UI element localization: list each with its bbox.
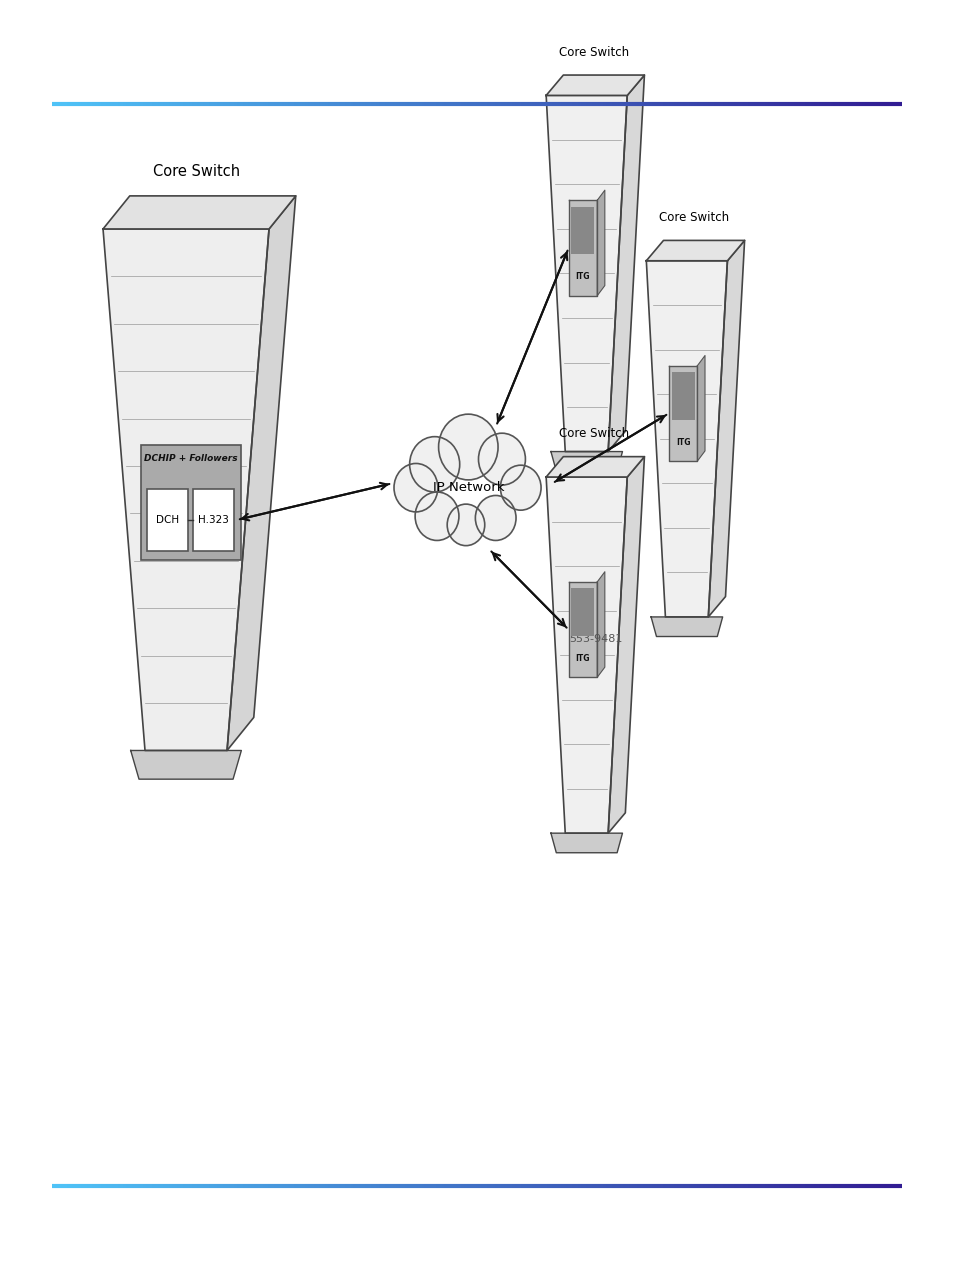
Ellipse shape (447, 504, 484, 546)
Text: ITG: ITG (675, 438, 690, 446)
Polygon shape (646, 240, 743, 261)
Polygon shape (103, 196, 295, 229)
Text: Core Switch: Core Switch (558, 46, 628, 59)
Polygon shape (141, 445, 240, 560)
Polygon shape (597, 190, 604, 295)
Text: ITG: ITG (575, 272, 590, 281)
Polygon shape (707, 240, 743, 617)
Polygon shape (668, 365, 697, 460)
Text: ITG: ITG (575, 654, 590, 663)
Text: IP Network: IP Network (432, 481, 503, 495)
Text: H.323: H.323 (198, 515, 229, 525)
Polygon shape (551, 452, 621, 471)
FancyBboxPatch shape (193, 488, 233, 551)
Text: DCHIP + Followers: DCHIP + Followers (144, 454, 237, 463)
Ellipse shape (415, 492, 458, 541)
Polygon shape (227, 196, 295, 750)
Polygon shape (545, 95, 626, 452)
Polygon shape (597, 572, 604, 677)
Polygon shape (551, 833, 621, 852)
Polygon shape (571, 206, 594, 254)
Text: Core Switch: Core Switch (153, 164, 240, 179)
Polygon shape (697, 355, 704, 460)
Ellipse shape (478, 434, 525, 485)
Ellipse shape (475, 496, 516, 541)
Polygon shape (545, 457, 644, 477)
Ellipse shape (438, 415, 497, 480)
Text: Core Switch: Core Switch (558, 427, 628, 440)
Polygon shape (545, 75, 644, 95)
Polygon shape (571, 588, 594, 636)
Text: Core Switch: Core Switch (658, 211, 728, 224)
Polygon shape (646, 261, 726, 617)
Ellipse shape (500, 466, 540, 510)
Polygon shape (545, 477, 626, 833)
Text: DCH: DCH (156, 515, 179, 525)
Polygon shape (568, 200, 597, 295)
Polygon shape (607, 75, 644, 452)
Polygon shape (650, 617, 721, 636)
Polygon shape (607, 457, 644, 833)
Polygon shape (568, 583, 597, 677)
FancyBboxPatch shape (147, 488, 189, 551)
Ellipse shape (409, 436, 459, 492)
Ellipse shape (394, 463, 437, 511)
Polygon shape (671, 371, 694, 420)
Text: 553-9481: 553-9481 (569, 633, 622, 644)
Polygon shape (131, 750, 241, 780)
Polygon shape (103, 229, 269, 750)
